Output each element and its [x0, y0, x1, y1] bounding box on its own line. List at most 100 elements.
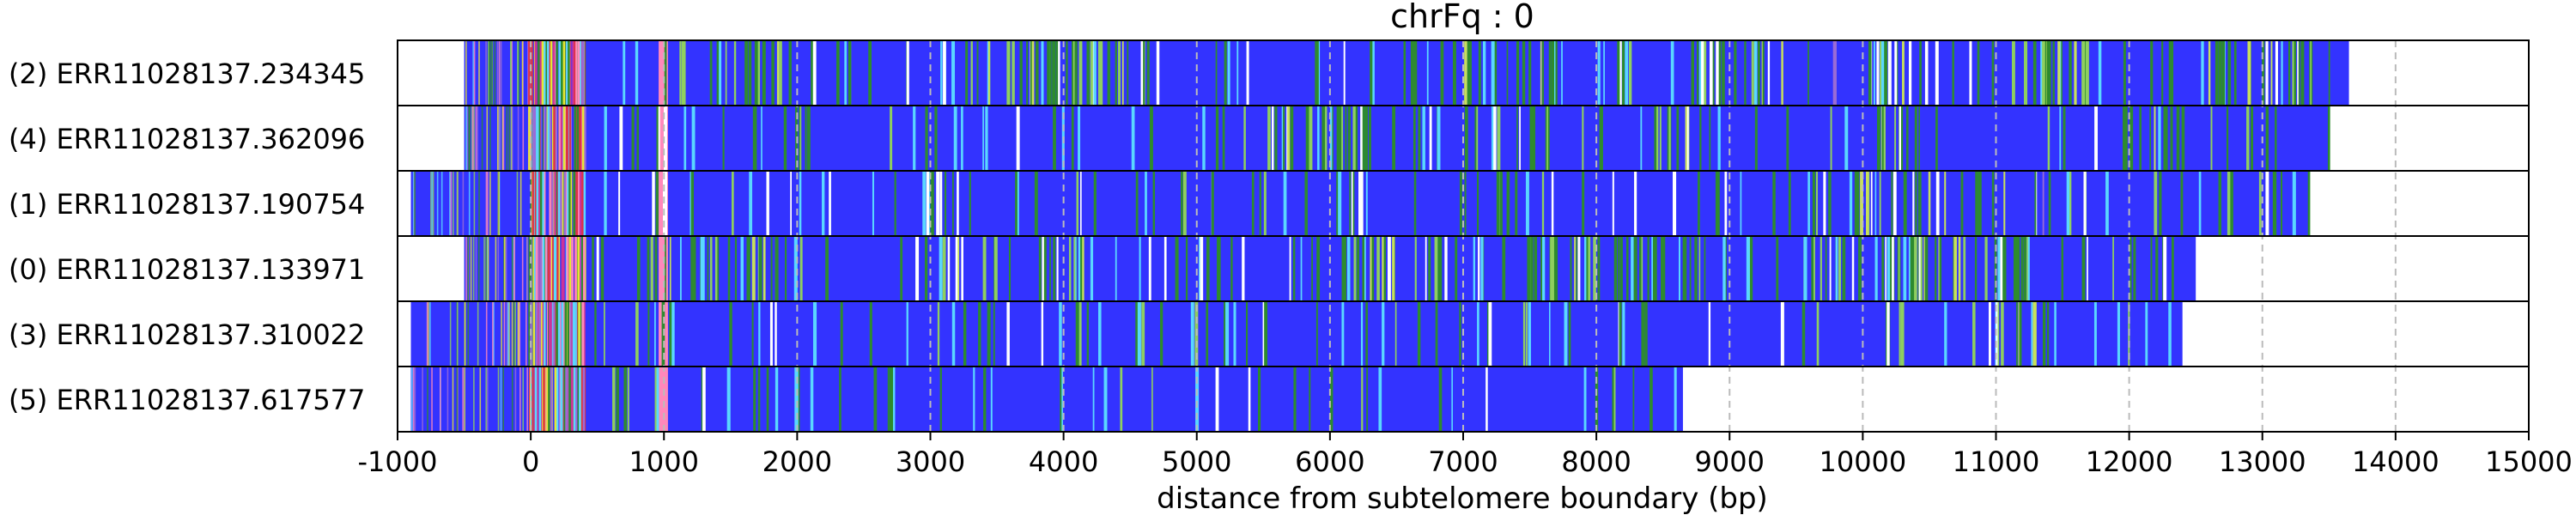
variant-mark [1120, 367, 1123, 432]
variant-mark [1309, 367, 1311, 432]
variant-mark [1944, 171, 1947, 236]
variant-mark [1709, 106, 1711, 171]
variant-mark [1047, 40, 1050, 106]
variant-mark [526, 301, 527, 367]
variant-mark [1515, 171, 1518, 236]
variant-mark [776, 40, 780, 106]
variant-mark [654, 301, 656, 367]
variant-mark [521, 236, 524, 301]
variant-mark [1660, 236, 1664, 301]
variant-mark [528, 301, 531, 367]
variant-mark [549, 106, 551, 171]
variant-mark [665, 236, 666, 301]
variant-mark [1074, 236, 1077, 301]
variant-mark [496, 106, 499, 171]
variant-mark [468, 171, 471, 236]
variant-mark [1293, 367, 1297, 432]
variant-mark [1137, 301, 1141, 367]
variant-mark [2061, 236, 2064, 301]
variant-mark [1746, 236, 1750, 301]
variant-mark [1242, 236, 1245, 301]
variant-mark [1081, 236, 1084, 301]
variant-mark [1100, 40, 1103, 106]
variant-mark [579, 40, 581, 106]
variant-mark [568, 301, 571, 367]
variant-mark [1226, 301, 1229, 367]
variant-mark [557, 301, 561, 367]
variant-mark [1682, 236, 1686, 301]
variant-mark [1066, 40, 1068, 106]
variant-mark [1844, 106, 1849, 171]
variant-mark [1315, 40, 1317, 106]
variant-mark [569, 301, 573, 367]
variant-mark [479, 367, 482, 432]
variant-mark [1622, 301, 1625, 367]
variant-mark [432, 171, 434, 236]
variant-mark [517, 40, 519, 106]
variant-mark [1884, 40, 1888, 106]
variant-mark [2265, 106, 2269, 171]
variant-mark [2154, 106, 2156, 171]
variant-mark [499, 106, 501, 171]
variant-mark [1858, 236, 1862, 301]
variant-mark [1146, 40, 1150, 106]
variant-mark [2032, 301, 2037, 367]
variant-mark [531, 236, 534, 301]
variant-mark [496, 40, 499, 106]
variant-mark [526, 367, 528, 432]
variant-mark [1341, 236, 1346, 301]
variant-mark [1267, 106, 1271, 171]
variant-mark [1633, 236, 1637, 301]
variant-mark [581, 236, 584, 301]
variant-mark [1555, 40, 1558, 106]
variant-mark [573, 171, 576, 236]
variant-mark [727, 236, 731, 301]
variant-mark [561, 301, 564, 367]
variant-mark [1893, 171, 1897, 236]
variant-mark [656, 106, 659, 171]
variant-mark [2048, 171, 2051, 236]
variant-mark [1185, 236, 1188, 301]
variant-mark [1899, 106, 1904, 171]
variant-mark [549, 171, 551, 236]
variant-mark [1394, 301, 1397, 367]
variant-mark [806, 106, 811, 171]
x-axis-label: distance from subtelomere boundary (bp) [1157, 482, 1768, 515]
variant-mark [569, 171, 573, 236]
variant-mark [2047, 106, 2050, 171]
variant-mark [550, 367, 553, 432]
variant-mark [1414, 236, 1417, 301]
variant-mark [1392, 106, 1396, 171]
variant-mark [568, 171, 571, 236]
variant-mark [2275, 40, 2278, 106]
variant-mark [1599, 106, 1602, 171]
variant-mark [487, 40, 489, 106]
variant-mark [799, 236, 803, 301]
variant-mark [1347, 106, 1351, 171]
variant-mark [690, 236, 693, 301]
variant-mark [577, 40, 580, 106]
variant-mark [1038, 236, 1042, 301]
variant-mark [507, 301, 509, 367]
variant-mark [1876, 40, 1880, 106]
variant-mark [2133, 236, 2136, 301]
variant-mark [547, 236, 550, 301]
variant-mark [2016, 236, 2020, 301]
variant-mark [472, 236, 475, 301]
variant-mark [934, 106, 938, 171]
variant-mark [1903, 171, 1907, 236]
variant-mark [1935, 106, 1938, 171]
variant-mark [1499, 171, 1503, 236]
variant-mark [1211, 171, 1214, 236]
variant-mark [1361, 106, 1365, 171]
variant-mark [1534, 236, 1538, 301]
variant-mark [1891, 236, 1894, 301]
variant-mark [848, 40, 852, 106]
variant-mark [2198, 171, 2202, 236]
variant-mark [985, 106, 988, 171]
variant-mark [477, 236, 480, 301]
variant-mark [714, 236, 719, 301]
variant-mark [1459, 301, 1461, 367]
variant-mark [567, 301, 570, 367]
